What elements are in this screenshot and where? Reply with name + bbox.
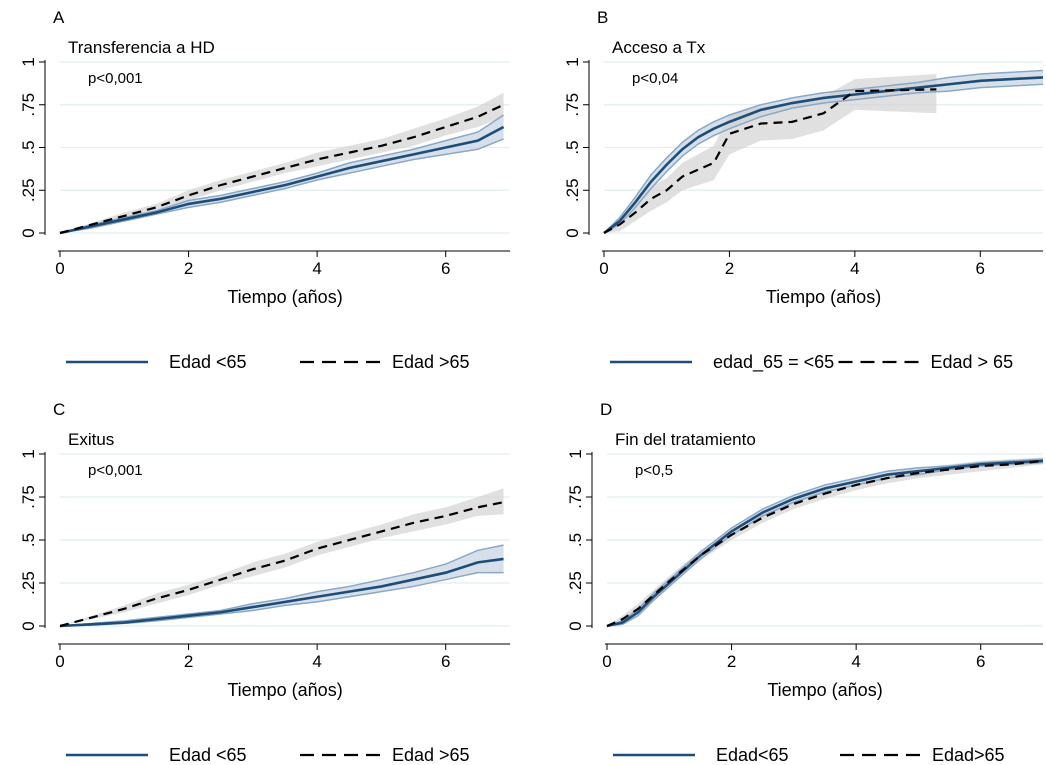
x-tick-label: 6 <box>441 259 450 278</box>
series-line-dashed <box>606 459 1044 628</box>
x-tick-label: 6 <box>976 652 985 671</box>
chart-panel-A: 0 .25 .5 .75 1 0 2 4 6 Tiempo (años) ATransferenci… <box>19 8 510 372</box>
y-tick-label: 1 <box>566 449 585 458</box>
ci-upper-line <box>603 69 1044 234</box>
ci-band-2 <box>60 92 504 233</box>
ci-upper-line <box>606 458 1044 627</box>
panel-title: Fin del tratamiento <box>615 430 756 449</box>
legend-label: Edad>65 <box>932 745 1005 765</box>
x-tick-label: 6 <box>976 259 985 278</box>
series-line-dashed <box>603 88 937 234</box>
legend-label: Edad >65 <box>392 352 470 372</box>
y-tick-label: 0 <box>563 228 582 237</box>
x-axis-title: Tiempo (años) <box>227 287 342 307</box>
p-value-annotation: p<0,5 <box>635 462 673 479</box>
ci-band-1 <box>607 459 1043 626</box>
y-tick-label: .5 <box>563 140 582 154</box>
panel-title: Exitus <box>68 430 114 449</box>
x-axis-title: Tiempo (años) <box>767 680 882 700</box>
y-tick-label: 0 <box>566 621 585 630</box>
x-tick-label: 0 <box>55 259 64 278</box>
legend-label: Edad >65 <box>392 745 470 765</box>
x-tick-label: 6 <box>441 652 450 671</box>
ci-upper-line <box>59 114 504 234</box>
x-axis-title: Tiempo (años) <box>766 287 881 307</box>
series-line-solid <box>603 76 1044 235</box>
x-axis-title: Tiempo (años) <box>227 680 342 700</box>
y-tick-label: 1 <box>19 449 38 458</box>
series-line-dashed <box>59 103 505 235</box>
panel-title: Acceso a Tx <box>612 38 706 57</box>
y-tick-label: .75 <box>563 93 582 117</box>
y-tick-label: 0 <box>19 621 38 630</box>
y-tick-label: 1 <box>19 57 38 66</box>
panel-label: C <box>53 400 65 419</box>
y-tick-label: .5 <box>566 533 585 547</box>
x-tick-label: 4 <box>312 259 321 278</box>
x-tick-label: 2 <box>184 652 193 671</box>
y-tick-label: .25 <box>563 178 582 202</box>
legend-label: Edad <65 <box>169 352 247 372</box>
x-tick-label: 0 <box>599 259 608 278</box>
p-value-annotation: p<0,001 <box>88 462 143 479</box>
legend-label: edad_65 = <65 <box>713 352 834 373</box>
y-tick-label: 0 <box>19 228 38 237</box>
legend-label: Edad > 65 <box>931 352 1014 372</box>
x-tick-label: 4 <box>851 652 860 671</box>
series-line-solid <box>59 125 505 235</box>
y-tick-label: .25 <box>19 571 38 595</box>
x-tick-label: 4 <box>850 259 859 278</box>
legend-label: Edad<65 <box>716 745 789 765</box>
y-tick-label: .25 <box>566 571 585 595</box>
series-line-dashed <box>59 501 504 628</box>
p-value-annotation: p<0,001 <box>88 70 143 87</box>
ci-band-2 <box>604 73 937 233</box>
x-tick-label: 0 <box>602 652 611 671</box>
y-tick-label: .25 <box>19 178 38 202</box>
y-tick-label: .5 <box>19 533 38 547</box>
x-tick-label: 2 <box>725 259 734 278</box>
y-tick-label: .75 <box>566 485 585 509</box>
panel-title: Transferencia a HD <box>68 38 215 57</box>
panel-label: A <box>53 8 65 27</box>
y-tick-label: 1 <box>563 57 582 66</box>
x-tick-label: 2 <box>184 259 193 278</box>
y-tick-label: .5 <box>19 140 38 154</box>
x-tick-label: 0 <box>55 652 64 671</box>
ci-lower-line <box>59 138 504 234</box>
legend-label: Edad <65 <box>169 745 247 765</box>
y-tick-label: .75 <box>19 93 38 117</box>
y-tick-label: .75 <box>19 485 38 509</box>
p-value-annotation: p<0,04 <box>632 70 678 87</box>
ci-band-1 <box>604 70 1043 233</box>
ci-band-2 <box>60 488 504 626</box>
series-line-solid <box>59 557 504 628</box>
x-tick-label: 4 <box>312 652 321 671</box>
ci-band-2 <box>607 457 1043 626</box>
ci-lower-line <box>603 83 1044 234</box>
panel-label: D <box>600 400 612 419</box>
panel-label: B <box>597 8 608 27</box>
ci-upper-line <box>59 544 504 627</box>
series-line-solid <box>606 459 1044 628</box>
x-tick-label: 2 <box>727 652 736 671</box>
